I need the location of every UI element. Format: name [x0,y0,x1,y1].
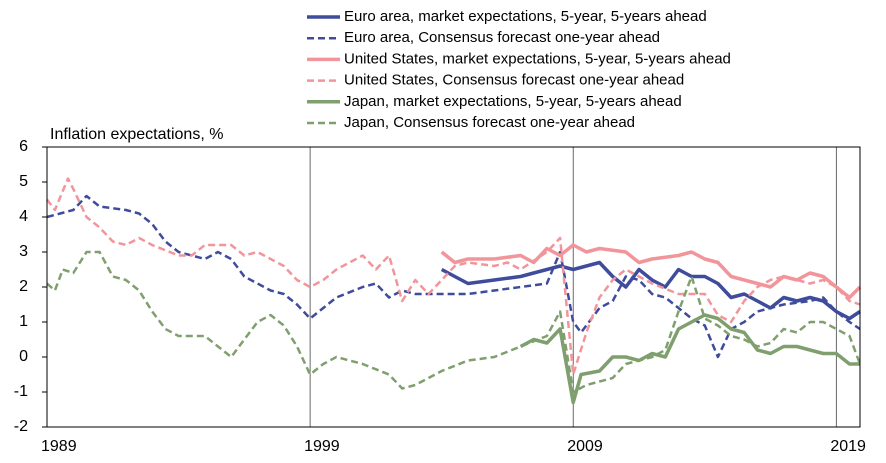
y-tick-label: 1 [19,313,28,330]
legend-label: Euro area, market expectations, 5-year, … [344,8,707,25]
x-tick-label: 1999 [304,438,340,455]
plot-frame [46,146,861,428]
y-tick-label: 6 [19,138,28,155]
series-line [519,313,860,405]
y-tick-label: -1 [14,383,28,400]
lines [46,177,862,405]
series-line [46,250,862,394]
y-tick-label: 4 [19,208,28,225]
series-line [46,177,861,376]
y-axis-label: Inflation expectations, % [50,126,223,143]
y-tick-label: -2 [14,418,28,435]
legend-label: Euro area, Consensus forecast one-year a… [344,29,660,46]
x-tick-label: 1989 [41,438,77,455]
series-line [440,243,862,300]
legend-label: Japan, Consensus forecast one-year ahead [344,114,635,131]
grid [42,146,837,428]
x-tick-label: 2009 [567,438,603,455]
legend-label: United States, Consensus forecast one-ye… [344,72,684,89]
legend-label: Japan, market expectations, 5-year, 5-ye… [344,93,682,110]
legend: Euro area, market expectations, 5-year, … [307,8,731,131]
x-tick-label: 2019 [830,438,866,455]
legend-label: United States, market expectations, 5-ye… [344,50,731,67]
y-tick-label: 3 [19,243,28,260]
y-tick-label: 0 [19,348,28,365]
y-tick-label: 2 [19,278,28,295]
series-line [440,260,861,321]
y-tick-label: 5 [19,173,28,190]
